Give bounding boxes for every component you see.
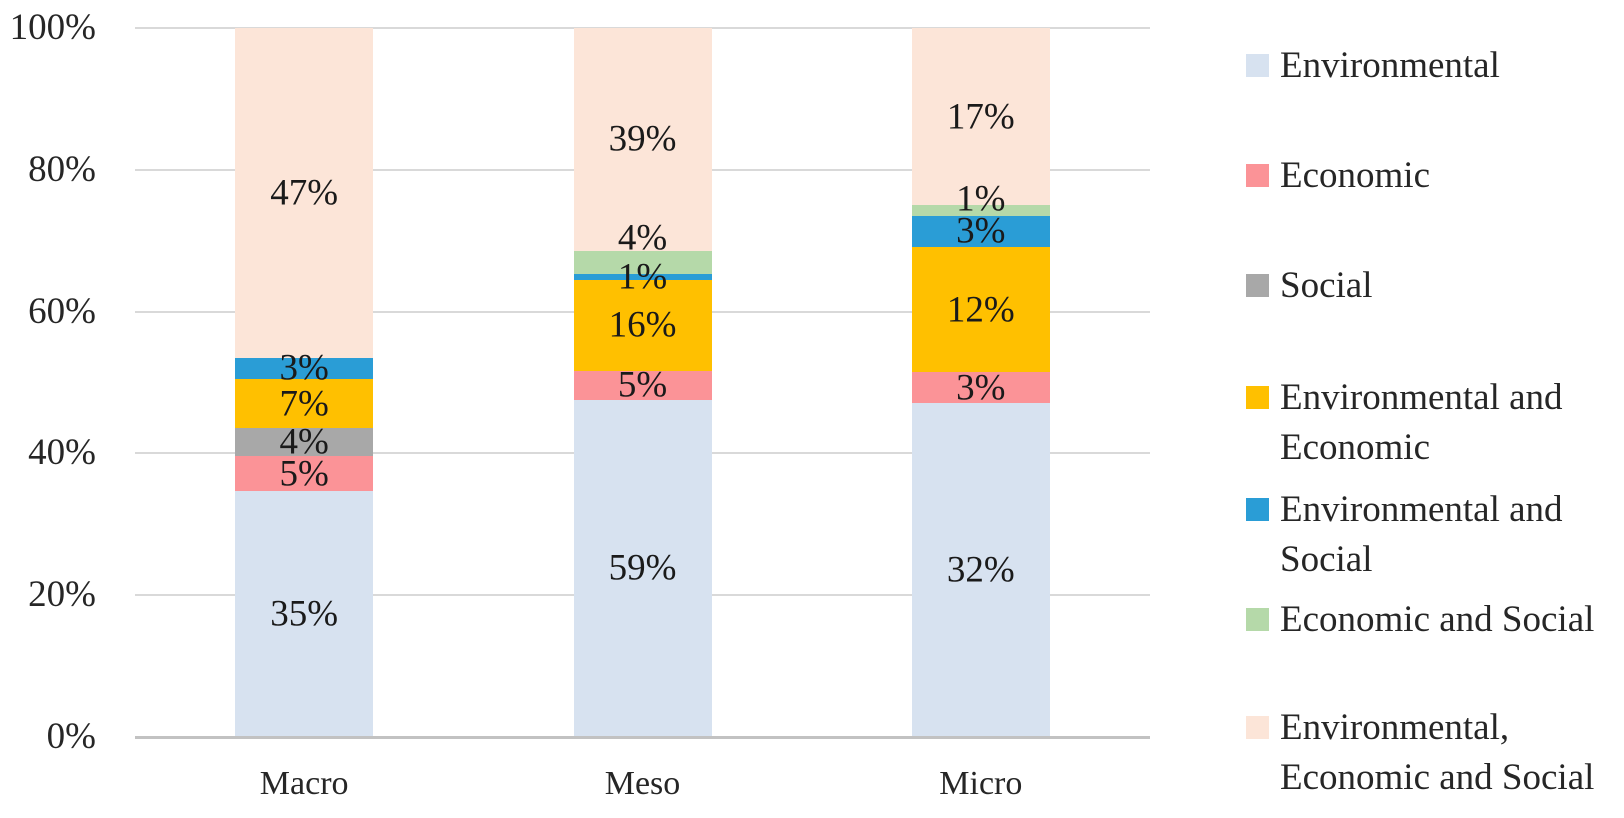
bar-segment-label: 47% xyxy=(270,172,339,214)
bar-segment xyxy=(911,403,1050,737)
y-tick-label: 60% xyxy=(28,290,96,332)
y-tick-label: 20% xyxy=(28,574,96,616)
bar-segment xyxy=(573,399,712,737)
bar-segment-label: 3% xyxy=(956,367,1006,409)
bar-segment-label: 7% xyxy=(279,383,329,425)
bar-segment-label: 3% xyxy=(279,347,329,389)
legend-swatch xyxy=(1246,716,1269,739)
legend-item: Social xyxy=(1246,261,1612,311)
bar-segment-label: 35% xyxy=(270,593,339,635)
bar-segment-label: 3% xyxy=(956,210,1006,252)
legend-label: Environmental and Social xyxy=(1280,489,1563,580)
legend-swatch xyxy=(1246,608,1269,631)
legend-item: Economic xyxy=(1246,151,1612,201)
bar-segment-label: 4% xyxy=(617,217,668,259)
legend-item: Economic and Social xyxy=(1246,595,1612,645)
legend-swatch xyxy=(1246,498,1269,521)
bar-segment xyxy=(573,273,712,280)
x-axis-line xyxy=(135,736,1150,739)
bar-segment-label: 1% xyxy=(617,256,668,298)
legend-swatch xyxy=(1246,386,1269,409)
bar-segment xyxy=(235,378,374,429)
legend-label: Economic xyxy=(1280,155,1431,196)
bar-segment xyxy=(573,250,712,274)
category-label: Macro xyxy=(259,765,349,802)
bar-segment xyxy=(911,215,1050,247)
bar-segment-label: 16% xyxy=(608,304,677,346)
bar-segment xyxy=(235,357,374,379)
legend-swatch xyxy=(1246,274,1269,297)
bar-segment xyxy=(235,491,374,737)
bar-segment xyxy=(235,28,374,358)
bar-segment xyxy=(573,28,712,251)
bar-segment xyxy=(911,205,1050,216)
category-label: Meso xyxy=(604,765,681,802)
legend-swatch xyxy=(1246,164,1269,187)
bar-segment-label: 5% xyxy=(617,364,668,406)
bar-segment-label: 1% xyxy=(956,178,1006,220)
bar-segment-label: 32% xyxy=(946,549,1015,591)
legend-item: Environmental and Social xyxy=(1246,485,1612,585)
category-label: Micro xyxy=(939,765,1023,802)
bar-segment xyxy=(911,372,1050,404)
legend-label: Economic and Social xyxy=(1280,599,1595,640)
bar-segment xyxy=(235,428,374,457)
y-tick-label: 100% xyxy=(9,7,96,48)
bar-segment-label: 5% xyxy=(279,453,329,495)
legend-label: Environmental and Economic xyxy=(1280,377,1563,468)
bar-segment xyxy=(573,371,712,400)
legend-label: Environmental, Economic and Social xyxy=(1280,707,1595,798)
bar-segment xyxy=(235,456,374,492)
bar-segment xyxy=(573,279,712,372)
y-tick-label: 0% xyxy=(46,716,96,757)
bar-segment xyxy=(911,246,1050,373)
y-tick-label: 80% xyxy=(28,148,96,190)
bar-segment-label: 39% xyxy=(608,118,677,160)
bar-segment-label: 59% xyxy=(608,547,677,589)
bar-segment xyxy=(911,28,1050,206)
y-tick-label: 40% xyxy=(28,432,96,474)
legend-item: Environmental, Economic and Social xyxy=(1246,703,1612,803)
bar-segment-label: 4% xyxy=(279,421,329,463)
legend-label: Environmental xyxy=(1280,45,1500,86)
legend-swatch xyxy=(1246,54,1269,77)
bar-segment-label: 12% xyxy=(946,289,1015,330)
legend-label: Social xyxy=(1280,265,1373,306)
legend-item: Environmental and Economic xyxy=(1246,373,1612,473)
bar-segment-label: 17% xyxy=(946,96,1015,138)
legend-item: Environmental xyxy=(1246,41,1612,91)
